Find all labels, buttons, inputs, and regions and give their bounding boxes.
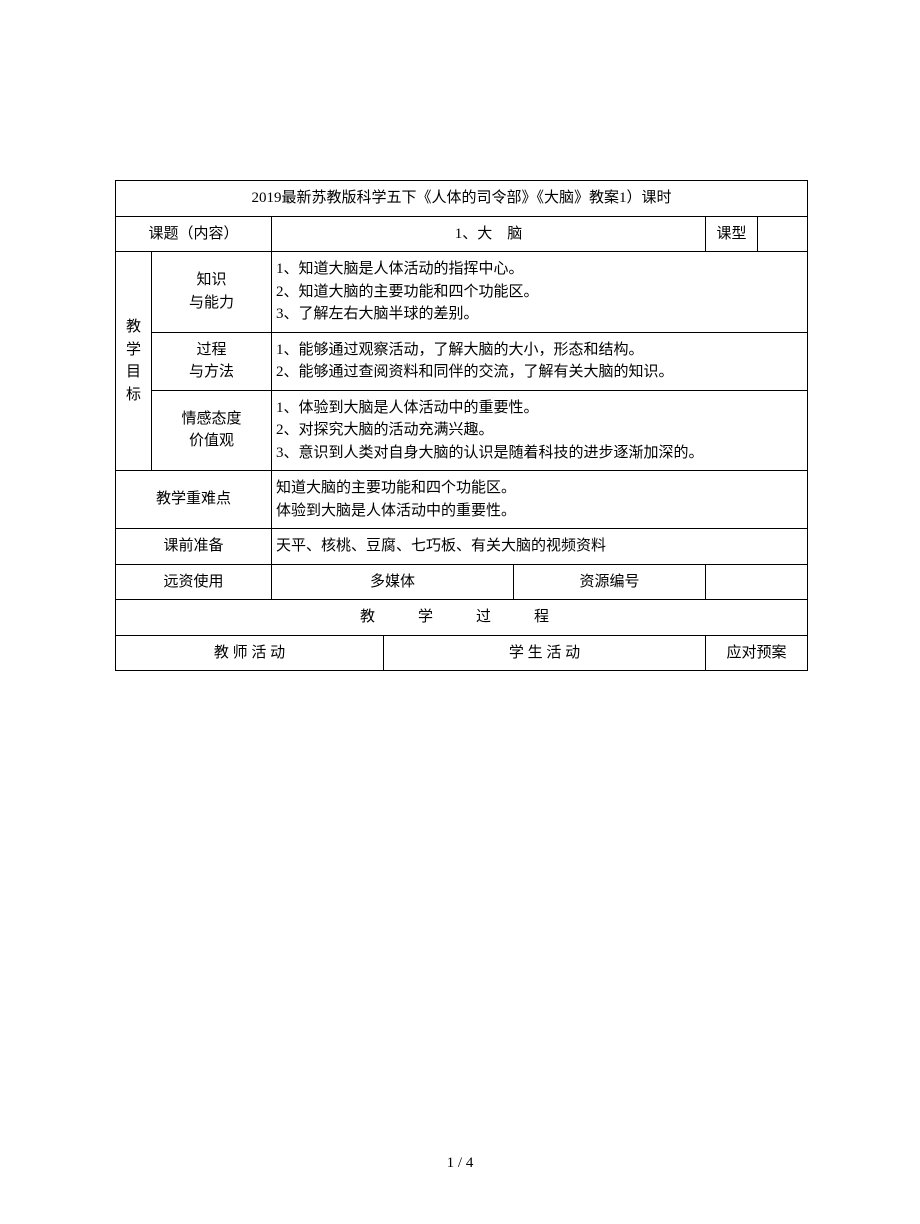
type-label: 课型 [706,216,758,252]
knowledge-content: 1、知道大脑是人体活动的指挥中心。 2、知道大脑的主要功能和四个功能区。 3、了… [272,252,808,333]
objectives-label: 教学目标 [116,252,152,471]
topic-content: 1、大 脑 [272,216,706,252]
topic-label: 课题（内容） [116,216,272,252]
type-content [758,216,808,252]
student-activity-header: 学 生 活 动 [384,635,706,671]
remote-content: 多媒体 [272,564,514,600]
preparation-label: 课前准备 [116,529,272,565]
remote-label: 远资使用 [116,564,272,600]
attitude-content: 1、体验到大脑是人体活动中的重要性。 2、对探究大脑的活动充满兴趣。 3、意识到… [272,390,808,471]
process-content: 1、能够通过观察活动，了解大脑的大小，形态和结构。 2、能够通过查阅资料和同伴的… [272,332,808,390]
knowledge-label: 知识与能力 [152,252,272,333]
process-header: 教 学 过 程 [116,600,808,636]
preparation-content: 天平、核桃、豆腐、七巧板、有关大脑的视频资料 [272,529,808,565]
process-label: 过程与方法 [152,332,272,390]
keypoints-label: 教学重难点 [116,471,272,529]
page-footer: 1 / 4 [0,1155,920,1172]
teacher-activity-header: 教 师 活 动 [116,635,384,671]
keypoints-content: 知道大脑的主要功能和四个功能区。 体验到大脑是人体活动中的重要性。 [272,471,808,529]
resource-num-label: 资源编号 [514,564,706,600]
resource-num-content [706,564,808,600]
lesson-plan-table: 2019最新苏教版科学五下《人体的司令部》《大脑》教案1）课时 课题（内容） 1… [115,180,808,671]
response-header: 应对预案 [706,635,808,671]
attitude-label: 情感态度价值观 [152,390,272,471]
document-title: 2019最新苏教版科学五下《人体的司令部》《大脑》教案1）课时 [116,181,808,217]
